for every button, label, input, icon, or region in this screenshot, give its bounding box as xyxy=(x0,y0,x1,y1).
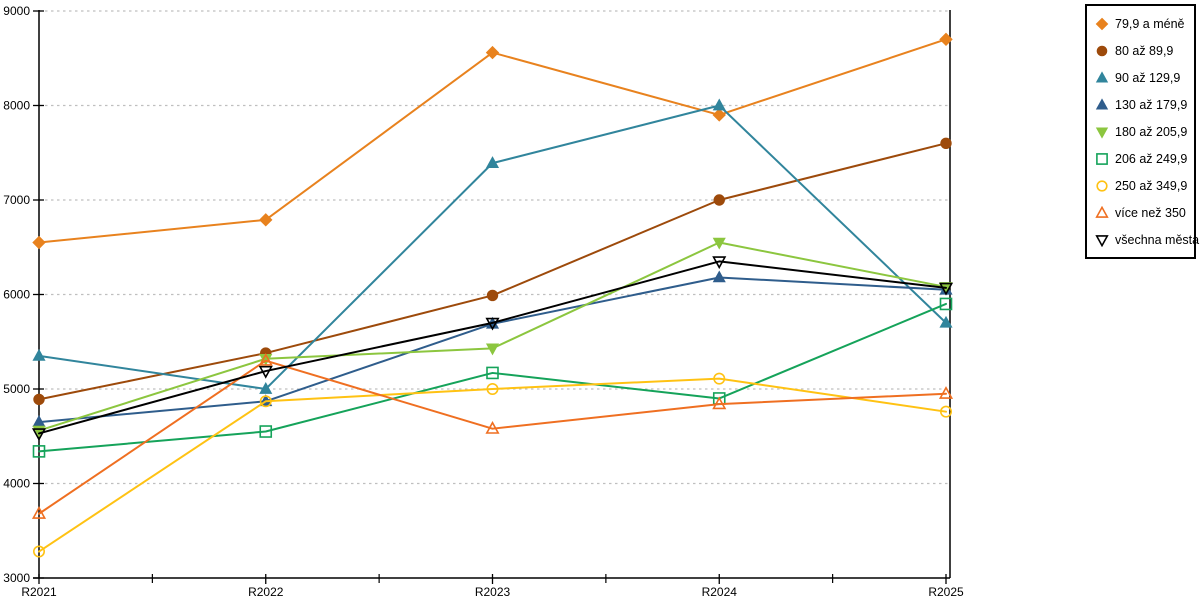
y-axis-label: 9000 xyxy=(3,4,30,18)
data-point-marker xyxy=(259,395,272,408)
series-line-5 xyxy=(38,302,947,453)
series-line-0 xyxy=(38,38,947,244)
y-axis-label: 4000 xyxy=(3,477,30,491)
data-point-marker xyxy=(32,235,46,250)
data-point-marker xyxy=(32,348,46,361)
legend-item-3: 130 až 179,9 xyxy=(1087,91,1194,118)
triangle-up-legend-marker-icon xyxy=(1095,205,1109,218)
data-point-marker xyxy=(713,194,725,206)
data-point-marker xyxy=(485,343,500,356)
legend-item-label: všechna města xyxy=(1115,232,1200,247)
x-axis-label: R2022 xyxy=(248,585,284,599)
triangle-down-legend-marker-icon xyxy=(1095,126,1109,139)
data-point-marker xyxy=(939,405,952,418)
circle-legend-marker-icon xyxy=(1096,179,1108,192)
square-legend-marker-icon xyxy=(1096,152,1108,165)
legend-item-label: 80 až 89,9 xyxy=(1115,43,1174,58)
legend-item-4: 180 až 205,9 xyxy=(1087,118,1194,145)
data-point-marker xyxy=(712,237,726,250)
data-point-marker xyxy=(712,98,726,111)
x-axis-label: R2024 xyxy=(702,585,738,599)
data-point-marker xyxy=(259,213,273,227)
x-axis-label: R2021 xyxy=(21,585,57,599)
data-point-marker xyxy=(485,156,500,168)
legend-item-5: 206 až 249,9 xyxy=(1087,145,1194,172)
legend-item-label: 180 až 205,9 xyxy=(1115,124,1188,139)
triangle-up-legend-marker-icon xyxy=(1095,97,1109,110)
data-point-marker xyxy=(32,445,46,458)
data-point-marker xyxy=(486,366,499,380)
legend-item-7: více než 350 xyxy=(1087,199,1194,226)
legend-item-label: 250 až 349,9 xyxy=(1115,178,1188,193)
data-point-marker xyxy=(258,352,273,366)
triangle-down-legend-marker-icon xyxy=(1095,234,1109,247)
data-point-marker xyxy=(712,256,727,270)
series-line-8 xyxy=(38,260,947,435)
data-point-marker xyxy=(259,425,273,438)
data-point-marker xyxy=(32,545,45,558)
data-point-marker xyxy=(938,386,954,399)
legend-item-1: 80 až 89,9 xyxy=(1087,37,1194,64)
data-point-marker xyxy=(938,282,954,296)
legend-item-label: 90 až 129,9 xyxy=(1115,70,1181,85)
y-axis-label: 8000 xyxy=(3,99,30,113)
legend-item-0: 79,9 a méně xyxy=(1087,10,1194,37)
data-point-marker xyxy=(485,421,500,434)
series-line-4 xyxy=(38,241,947,432)
data-point-marker xyxy=(31,506,47,519)
x-axis-label: R2023 xyxy=(475,585,511,599)
data-point-marker xyxy=(939,315,953,328)
data-point-marker xyxy=(939,297,953,311)
circle-legend-marker-icon xyxy=(1096,45,1108,56)
series-line-6 xyxy=(38,377,947,553)
triangle-up-legend-marker-icon xyxy=(1095,70,1109,83)
legend-item-label: 130 až 179,9 xyxy=(1115,97,1188,112)
data-point-marker xyxy=(258,365,273,379)
data-point-marker xyxy=(259,381,273,394)
legend-item-2: 90 až 129,9 xyxy=(1087,64,1194,91)
data-point-marker xyxy=(712,270,726,283)
data-point-marker xyxy=(486,382,499,395)
x-axis-label: R2025 xyxy=(928,585,964,599)
series-line-7 xyxy=(38,359,947,515)
y-axis-label: 6000 xyxy=(3,288,30,302)
data-point-marker xyxy=(940,137,952,150)
data-point-marker xyxy=(712,108,726,122)
y-axis-label: 3000 xyxy=(3,571,30,585)
legend-item-label: 206 až 249,9 xyxy=(1115,151,1188,166)
chart-legend: 79,9 a méně 80 až 89,9 90 až 129,9 130 až 1… xyxy=(1085,4,1199,259)
diamond-legend-marker-icon xyxy=(1095,17,1109,30)
data-point-marker xyxy=(712,396,727,410)
data-point-marker xyxy=(713,372,726,385)
legend-item-6: 250 až 349,9 xyxy=(1087,172,1194,199)
y-axis-label: 7000 xyxy=(3,193,30,207)
legend-item-label: více než 350 xyxy=(1115,205,1186,220)
data-point-marker xyxy=(486,289,499,302)
data-point-marker xyxy=(939,32,953,47)
data-point-marker xyxy=(485,317,500,331)
legend-item-label: 79,9 a méně xyxy=(1115,16,1185,31)
data-point-marker xyxy=(31,428,47,442)
legend-item-8: všechna města xyxy=(1087,226,1199,253)
data-point-marker xyxy=(485,45,500,60)
y-axis-label: 5000 xyxy=(3,382,30,396)
data-point-marker xyxy=(33,393,45,406)
